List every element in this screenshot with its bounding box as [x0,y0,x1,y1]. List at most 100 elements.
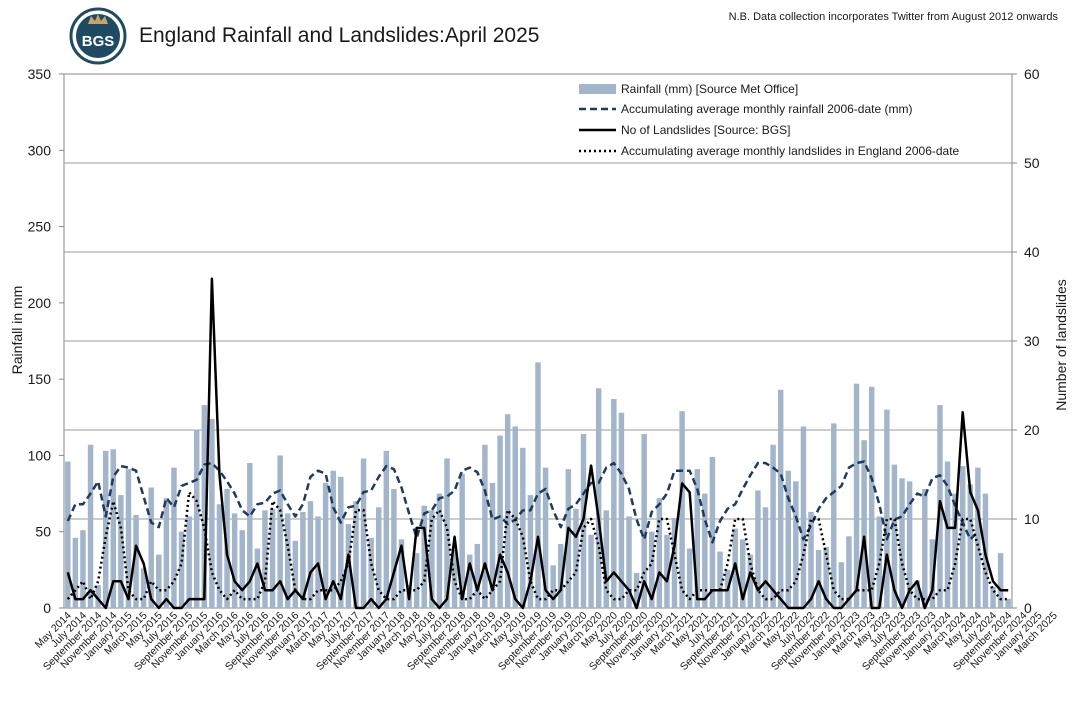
rainfall-bar [618,412,625,608]
rainfall-bar [679,411,685,608]
rainfall-bar [421,505,427,608]
y-tick-label: 250 [28,219,52,235]
y-tick-label: 350 [28,66,52,82]
rainfall-bar [80,530,86,608]
rainfall-bar [338,476,344,608]
rainfall-bar [755,490,761,608]
rainfall-bar [300,511,306,608]
y-tick-label: 200 [28,295,52,311]
rainfall-bar [307,501,314,608]
rainfall-bar [558,543,564,608]
rainfall-bar [262,510,268,608]
rainfall-bar [686,548,693,608]
rainfall-bar [603,510,609,608]
rainfall-bar [368,537,374,608]
rainfall-bar [929,539,936,608]
rainfall-bar [861,440,867,608]
rainfall-bar [489,482,496,608]
rainfall-bar [156,554,162,608]
rainfall-bar [527,495,534,608]
rainfall-bar [201,405,208,608]
rainfall-bar [315,516,321,608]
rainfall-bar [504,414,511,608]
legend-label-avg-landslides: Accumulating average monthly landslides … [621,144,960,158]
rainfall-bar [110,449,117,608]
rainfall-bar [967,484,974,608]
landslides-line [66,277,1009,610]
rainfall-bar [770,444,776,608]
rainfall-bar [914,580,920,608]
rainfall-bar [777,389,784,608]
rainfall-bar [884,409,890,608]
y2-tick-label: 30 [1024,333,1040,349]
legend-swatch-rainfall [579,84,616,94]
rainfall-bar [178,531,185,608]
rainfall-bar [383,450,390,608]
data-note: N.B. Data collection incorporates Twitte… [729,11,1059,23]
rainfall-bar [997,553,1004,608]
rainfall-bar [186,516,192,608]
y-tick-label: 0 [43,600,51,616]
rainfall-bar [254,548,261,608]
legend-label-rainfall: Rainfall (mm) [Source Met Office] [621,82,798,96]
rainfall-bar [762,507,769,608]
y-axis-label: Rainfall in mm [9,286,25,375]
legend-label-landslides: No of Landslides [Source: BGS] [621,123,790,137]
rainfall-bar [649,531,655,608]
rainfall-bar [376,507,382,608]
rainfall-bar [216,504,223,608]
rainfall-bar [853,383,860,608]
rainfall-bar [391,488,397,608]
rainfall-bar [413,553,420,608]
rainfall-bar [444,458,450,608]
y2-tick-label: 40 [1024,244,1040,260]
rainfall-bar [497,435,503,608]
logo-text: BGS [82,33,115,50]
rainfall-bar [284,513,291,608]
y2-tick-label: 10 [1024,511,1040,527]
rainfall-bar [125,469,132,608]
rainfall-bar [467,554,473,608]
rainfall-bar [815,550,822,608]
y-tick-label: 100 [28,447,52,463]
legend-label-avg-rainfall: Accumulating average monthly rainfall 20… [621,102,912,116]
rainfall-bar [209,418,215,608]
rainfall-bar [899,478,905,608]
rainfall-bar [193,429,200,608]
rainfall-bar [95,585,101,608]
y-tick-label: 300 [28,142,52,158]
rainfall-bar [611,398,617,608]
rainfall-bar [831,423,837,608]
y2-axis-label: Number of landslides [1053,279,1069,411]
y2-tick-label: 50 [1024,155,1040,171]
rainfall-bar [436,493,443,608]
rainfall-bar [322,482,329,608]
rainfall-bar [247,463,253,608]
y2-tick-label: 20 [1024,422,1040,438]
y-tick-label: 150 [28,371,52,387]
bgs-logo: BGS [69,7,127,65]
rainfall-bar [876,516,883,608]
rainfall-bar [717,551,723,608]
crown-icon [88,14,108,24]
rainfall-bar [512,426,518,608]
rainfall-bar [550,565,556,608]
y2-tick-label: 60 [1024,66,1040,82]
rainfall-bar [277,455,283,608]
rainfall-bar [398,539,405,608]
rainfall-bar [353,501,359,608]
y2-tick-label: 0 [1024,600,1032,616]
rainfall-bar [633,572,640,608]
rainfall-bar [330,470,336,608]
rainfall-bar [102,450,109,608]
rainfall-bar [664,534,670,608]
rainfall-bar [269,508,276,608]
rainfall-bar [360,458,367,608]
rainfall-bar [87,444,94,608]
rainfall-bar [429,510,435,608]
rainfall-bar [800,426,807,608]
rainfall-bar [474,543,481,608]
right-axis-ticks: 0 10 20 30 40 50 60 [1012,66,1040,616]
series-lines [66,277,1009,610]
